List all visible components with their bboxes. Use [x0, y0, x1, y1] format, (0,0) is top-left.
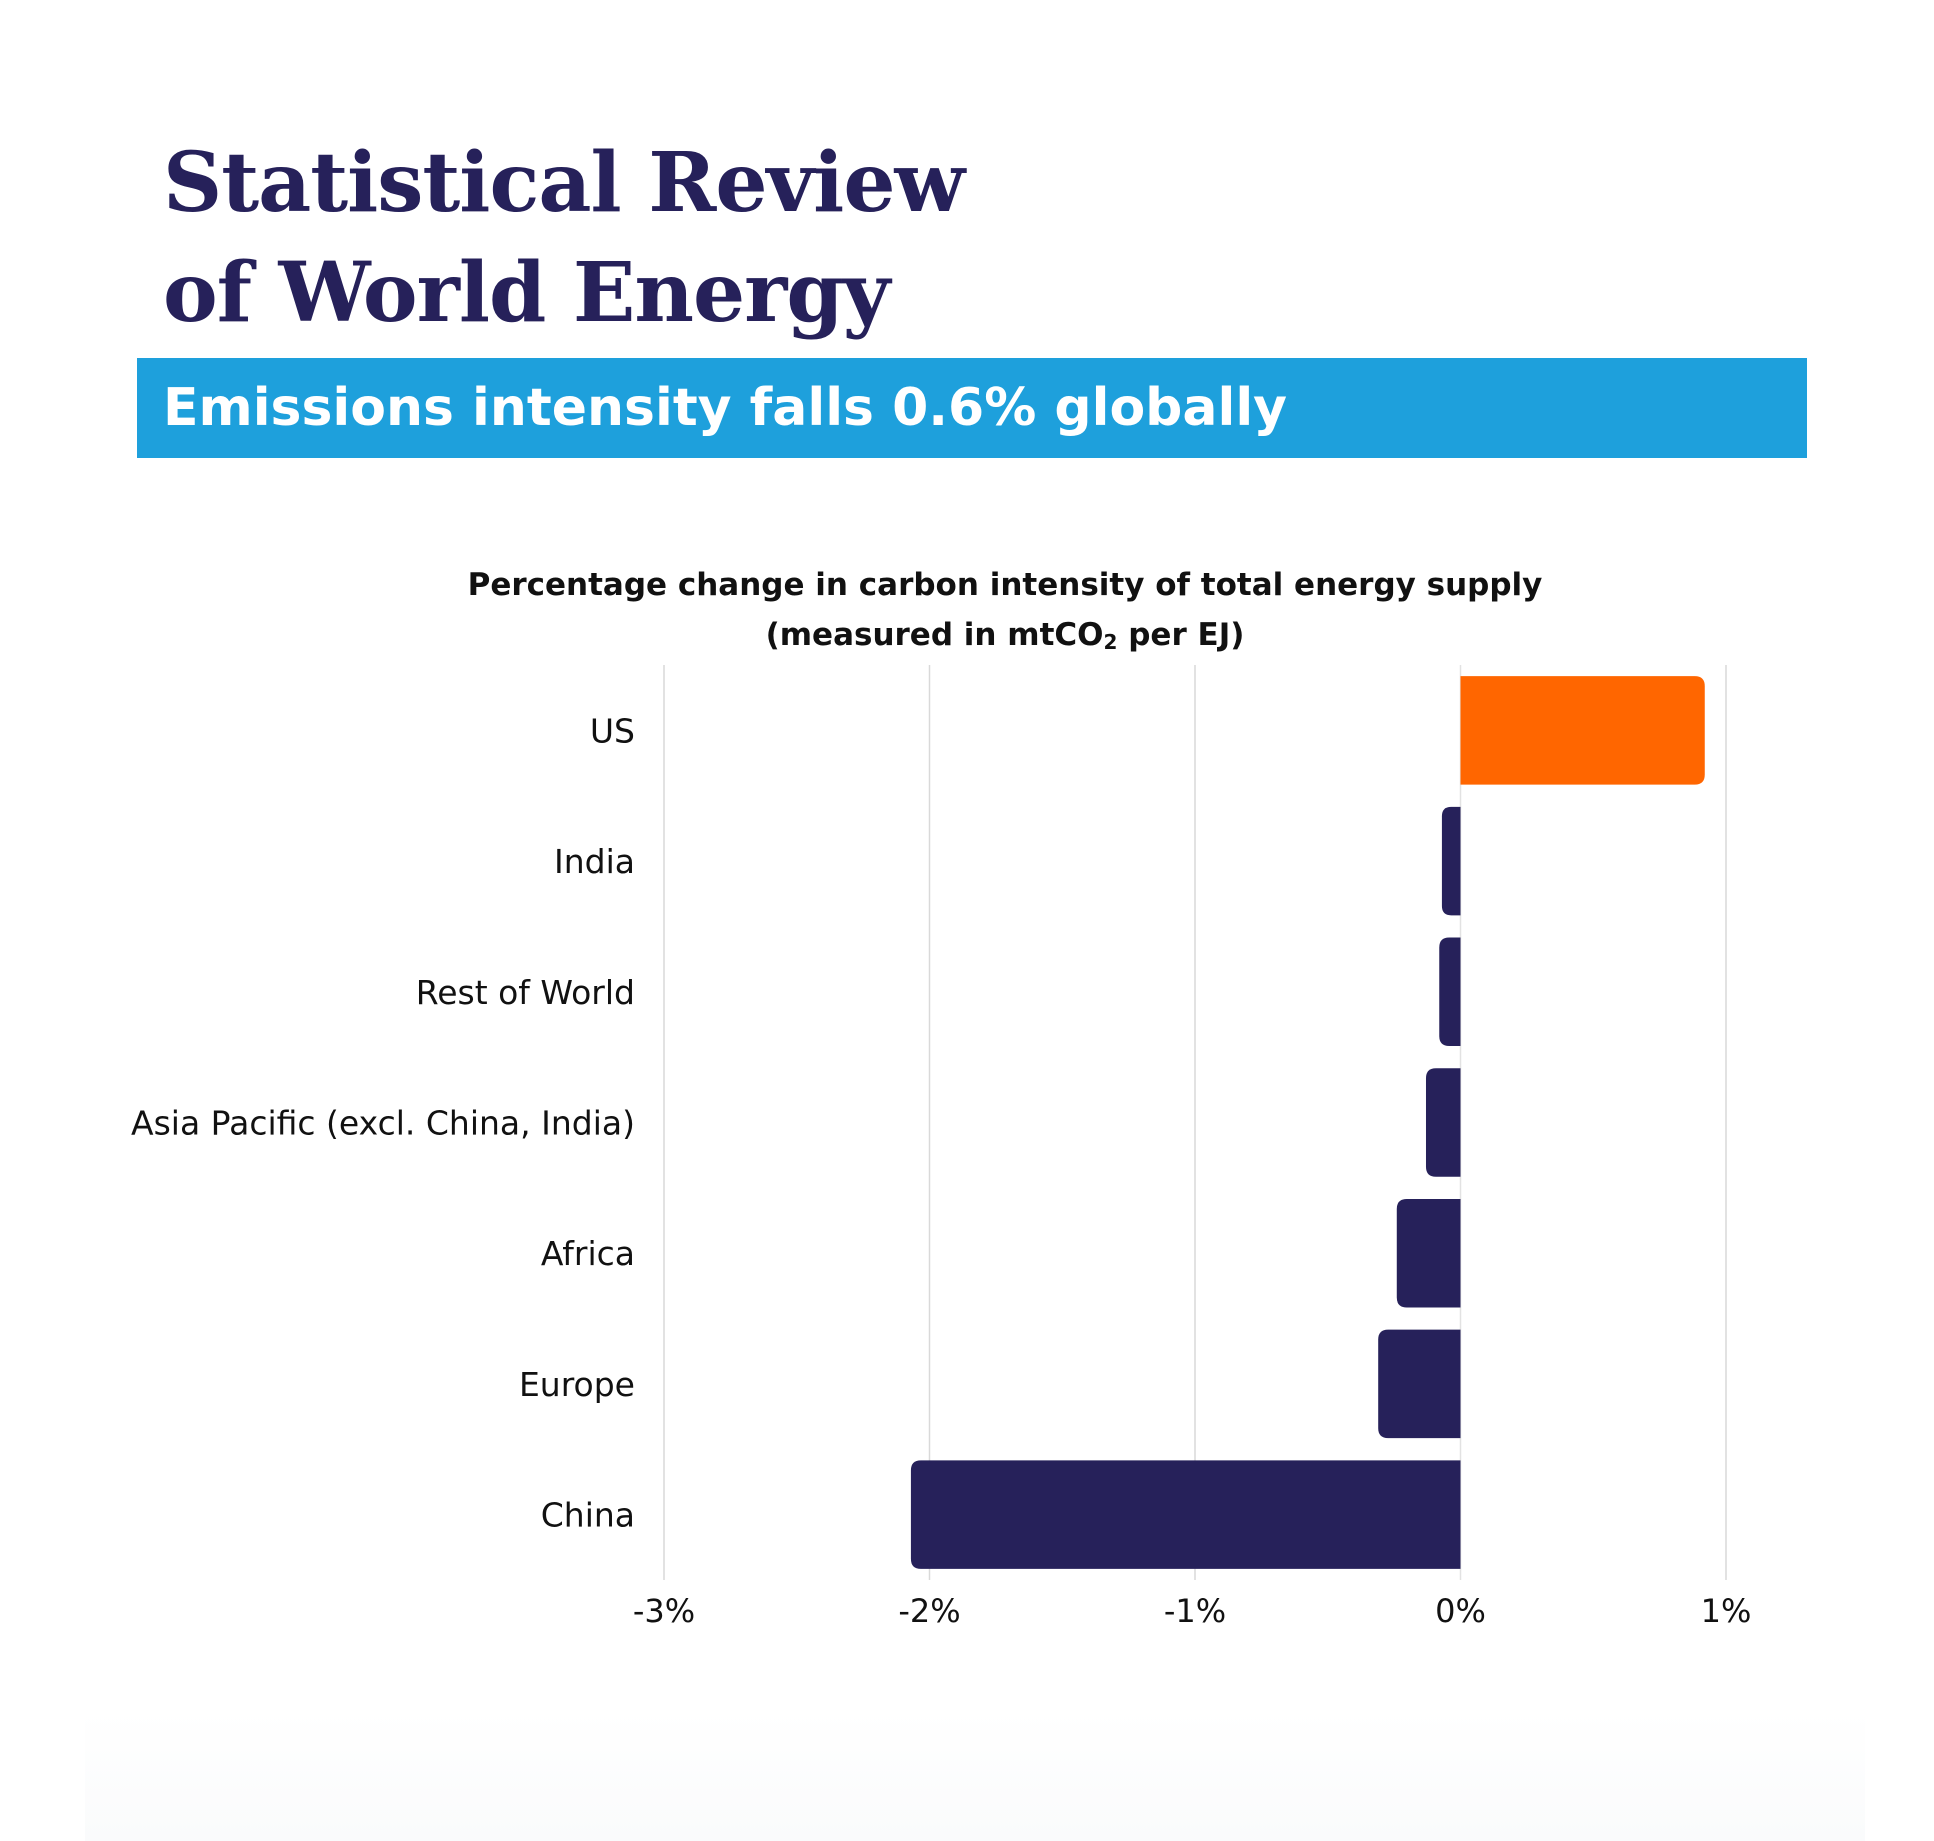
- brand-title-line-2: of World Energy: [163, 245, 890, 341]
- x-tick-label: -3%: [633, 1592, 695, 1630]
- brand-title: Statistical Review of World Energy: [163, 128, 1163, 348]
- category-label-asia-pacific-excl-china-india: Asia Pacific (excl. China, India): [131, 1104, 635, 1143]
- chart-title-unit-subscript: 2: [1103, 630, 1118, 654]
- bar-layer: [910, 676, 1705, 1569]
- category-label-africa: Africa: [541, 1234, 635, 1273]
- footer-area: [85, 1710, 1865, 1841]
- chart-title-line-1: Percentage change in carbon intensity of…: [467, 567, 1543, 603]
- bar-europe: [1378, 1329, 1461, 1439]
- headline-banner: Emissions intensity falls 0.6% globally: [137, 358, 1807, 458]
- headline-text: Emissions intensity falls 0.6% globally: [163, 378, 1288, 438]
- category-label-layer: US India Rest of World Asia Pacific (excl. …: [131, 711, 635, 1534]
- category-label-china: China: [541, 1496, 635, 1535]
- x-tick-label: 1%: [1701, 1592, 1752, 1630]
- brand-title-line-1: Statistical Review: [163, 135, 965, 231]
- bar-india: [1441, 806, 1461, 916]
- x-tick-label: -2%: [898, 1592, 960, 1630]
- category-label-us: US: [590, 711, 635, 750]
- tick-label-layer: -3% -2% -1% 0% 1%: [633, 1592, 1752, 1630]
- bar-china: [910, 1460, 1461, 1569]
- bar-rest-of-world: [1439, 937, 1461, 1047]
- bar-us: [1460, 676, 1705, 785]
- bar-asia-pacific-excl-china-india: [1425, 1068, 1461, 1177]
- grid-layer: [663, 665, 1727, 1580]
- category-label-europe: Europe: [519, 1365, 635, 1404]
- bar-africa: [1396, 1198, 1461, 1308]
- category-label-rest-of-world: Rest of World: [416, 973, 635, 1012]
- chart-title: Percentage change in carbon intensity of…: [450, 560, 1560, 660]
- chart-title-unit-suffix: per EJ): [1117, 617, 1245, 653]
- x-tick-label: -1%: [1164, 1592, 1226, 1630]
- chart-title-unit-prefix: (measured in mtCO: [765, 617, 1104, 653]
- chart-title-line-2: (measured in mtCO2 per EJ): [450, 610, 1560, 660]
- x-tick-label: 0%: [1435, 1592, 1486, 1630]
- category-label-india: India: [554, 842, 635, 881]
